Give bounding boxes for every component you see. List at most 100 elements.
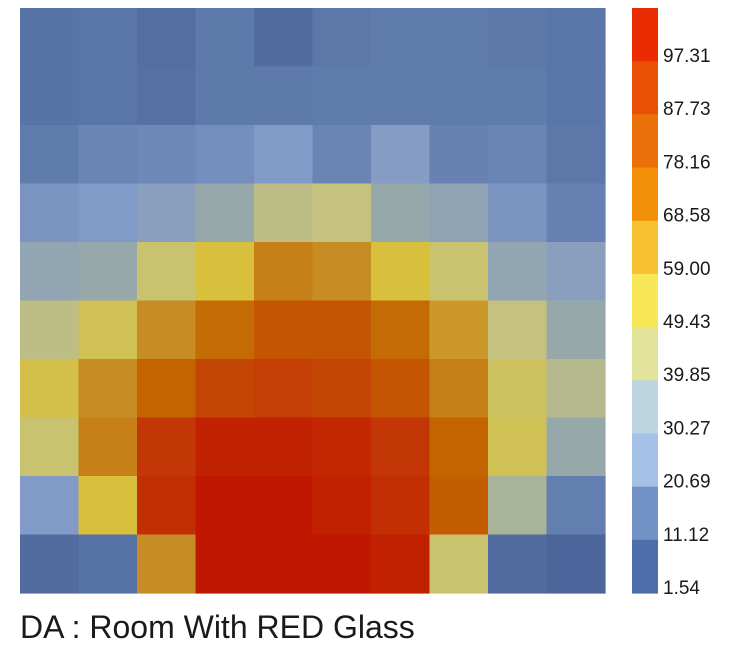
heatmap-cell-r7-c8 — [488, 417, 548, 477]
colorbar-tick-label: 78.16 — [663, 152, 711, 173]
heatmap-cell-r9-c9 — [546, 534, 606, 594]
heatmap-cell-r9-c8 — [488, 534, 548, 594]
heatmap-cell-r8-c1 — [78, 476, 138, 536]
heatmap-cell-r0-c8 — [488, 8, 548, 68]
heatmap-cell-r0-c4 — [254, 8, 314, 68]
colorbar-tick-label: 30.27 — [663, 418, 711, 439]
heatmap-cell-r8-c9 — [546, 476, 606, 536]
heatmap-cell-r9-c0 — [20, 534, 80, 594]
heatmap-cell-r4-c2 — [137, 242, 197, 302]
heatmap-cell-r7-c3 — [195, 417, 255, 477]
heatmap-cell-r4-c8 — [488, 242, 548, 302]
heatmap-cell-r1-c7 — [429, 66, 489, 126]
colorbar-swatch-0 — [632, 8, 658, 62]
heatmap-cell-r9-c4 — [254, 534, 314, 594]
heatmap-cell-r2-c0 — [20, 125, 80, 185]
colorbar-tick-label: 20.69 — [663, 472, 711, 493]
heatmap-cell-r7-c1 — [78, 417, 138, 477]
heatmap-cell-r8-c8 — [488, 476, 548, 536]
heatmap-cell-r6-c4 — [254, 359, 314, 419]
heatmap-cell-r7-c0 — [20, 417, 80, 477]
heatmap-cell-r9-c7 — [429, 534, 489, 594]
colorbar-tick-label: 97.31 — [663, 46, 711, 67]
heatmap-cell-r7-c9 — [546, 417, 606, 477]
heatmap-cell-r9-c6 — [371, 534, 431, 594]
heatmap-cell-r5-c6 — [371, 300, 431, 360]
heatmap-cell-r4-c6 — [371, 242, 431, 302]
heatmap-cell-r1-c6 — [371, 66, 431, 126]
heatmap-cell-r5-c5 — [312, 300, 372, 360]
heatmap-cell-r6-c1 — [78, 359, 138, 419]
heatmap-cell-r0-c3 — [195, 8, 255, 68]
heatmap-cell-r3-c7 — [429, 183, 489, 243]
heatmap-cell-r4-c7 — [429, 242, 489, 302]
heatmap-cell-r5-c1 — [78, 300, 138, 360]
heatmap-cell-r9-c5 — [312, 534, 372, 594]
heatmap-cell-r2-c9 — [546, 125, 606, 185]
heatmap-cell-r3-c8 — [488, 183, 548, 243]
heatmap-cell-r1-c9 — [546, 66, 606, 126]
colorbar-swatch-10 — [632, 539, 658, 594]
colorbar-tick-label: 59.00 — [663, 259, 711, 280]
heatmap-cell-r6-c3 — [195, 359, 255, 419]
heatmap-cell-r1-c4 — [254, 66, 314, 126]
heatmap-cell-r8-c0 — [20, 476, 80, 536]
heatmap-cell-r3-c4 — [254, 183, 314, 243]
heatmap-cell-r0-c7 — [429, 8, 489, 68]
colorbar-swatch-6 — [632, 327, 658, 381]
heatmap-cell-r8-c3 — [195, 476, 255, 536]
colorbar-swatch-9 — [632, 486, 658, 541]
heatmap-cell-r8-c6 — [371, 476, 431, 536]
heatmap-cell-r6-c7 — [429, 359, 489, 419]
colorbar-tick-label: 39.85 — [663, 365, 711, 386]
heatmap-cell-r1-c1 — [78, 66, 138, 126]
colorbar-swatch-7 — [632, 380, 658, 435]
heatmap-cell-r3-c2 — [137, 183, 197, 243]
heatmap-cell-r3-c0 — [20, 183, 80, 243]
colorbar-tick-label: 11.12 — [663, 525, 709, 546]
heatmap-cell-r2-c7 — [429, 125, 489, 185]
heatmap-cell-r9-c1 — [78, 534, 138, 594]
heatmap-cell-r4-c9 — [546, 242, 606, 302]
heatmap-cell-r5-c4 — [254, 300, 314, 360]
colorbar-swatch-5 — [632, 273, 658, 328]
heatmap-cell-r4-c4 — [254, 242, 314, 302]
heatmap-cell-r7-c7 — [429, 417, 489, 477]
heatmap-cell-r4-c3 — [195, 242, 255, 302]
heatmap-cell-r2-c4 — [254, 125, 314, 185]
colorbar-swatch-1 — [632, 61, 658, 115]
heatmap-cell-r5-c0 — [20, 300, 80, 360]
heatmap-cell-r9-c2 — [137, 534, 197, 594]
colorbar-tick-label: 1.54 — [663, 578, 700, 599]
heatmap-cell-r6-c6 — [371, 359, 431, 419]
heatmap-cell-r4-c5 — [312, 242, 372, 302]
heatmap-cell-r8-c2 — [137, 476, 197, 536]
heatmap-cell-r0-c6 — [371, 8, 431, 68]
heatmap-cell-r1-c8 — [488, 66, 548, 126]
heatmap-cell-r7-c5 — [312, 417, 372, 477]
heatmap-cell-r4-c0 — [20, 242, 80, 302]
colorbar-tick-label: 49.43 — [663, 312, 711, 333]
heatmap-cell-r2-c3 — [195, 125, 255, 185]
heatmap-cell-r3-c3 — [195, 183, 255, 243]
heatmap-cell-r3-c6 — [371, 183, 431, 243]
colorbar-tick-label: 87.73 — [663, 99, 711, 120]
heatmap-cell-r2-c8 — [488, 125, 548, 185]
heatmap-cell-r6-c9 — [546, 359, 606, 419]
heatmap-cell-r7-c2 — [137, 417, 197, 477]
heatmap-cell-r6-c2 — [137, 359, 197, 419]
heatmap-cell-r3-c1 — [78, 183, 138, 243]
heatmap-cell-r4-c1 — [78, 242, 138, 302]
colorbar-swatch-4 — [632, 220, 658, 275]
heatmap-cell-r5-c3 — [195, 300, 255, 360]
colorbar-swatch-2 — [632, 114, 658, 169]
heatmap-cell-r0-c1 — [78, 8, 138, 68]
heatmap-cell-r5-c8 — [488, 300, 548, 360]
heatmap-cell-r2-c5 — [312, 125, 372, 185]
heatmap-cell-r6-c0 — [20, 359, 80, 419]
heatmap-cell-r9-c3 — [195, 534, 255, 594]
heatmap-cell-r0-c9 — [546, 8, 606, 68]
heatmap-cell-r8-c4 — [254, 476, 314, 536]
heatmap-cell-r5-c7 — [429, 300, 489, 360]
